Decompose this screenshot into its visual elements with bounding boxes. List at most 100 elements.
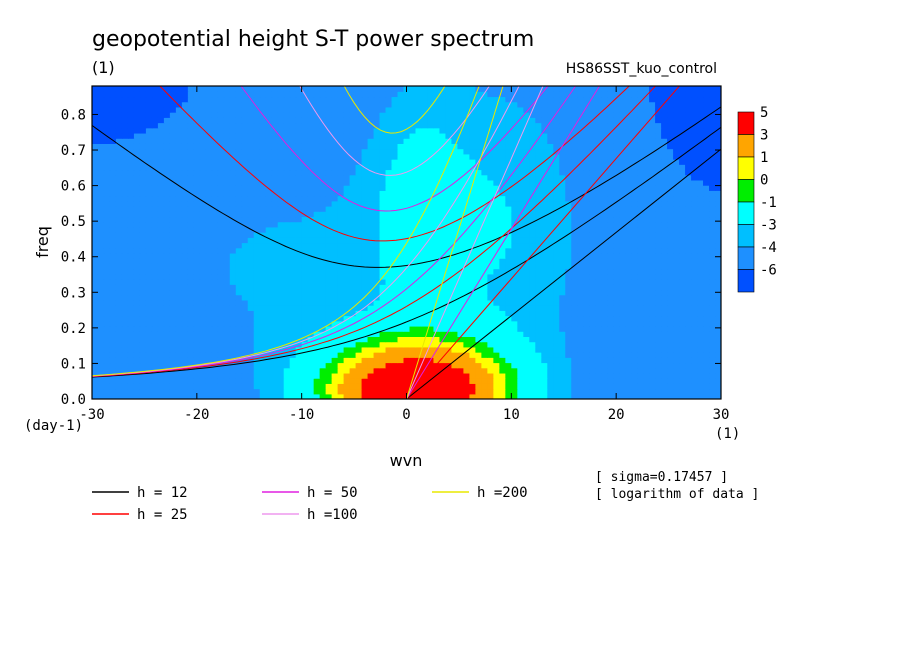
shading-cell (685, 268, 692, 275)
shading-cell (559, 362, 566, 369)
shading-cell (547, 252, 554, 259)
shading-cell (181, 325, 189, 332)
shading-cell (457, 367, 465, 374)
shading-cell (697, 258, 704, 264)
shading-cell (553, 185, 560, 191)
shading-cell (691, 383, 698, 390)
shading-cell (643, 367, 650, 374)
shading-cell (709, 289, 716, 296)
shading-cell (307, 153, 315, 160)
shading-cell (505, 367, 512, 374)
shading-cell (289, 346, 297, 353)
shading-cell (661, 179, 668, 186)
shading-cell (685, 341, 692, 348)
shading-cell (625, 252, 632, 259)
shading-cell (631, 263, 638, 270)
shading-cell (451, 195, 459, 202)
shading-cell (109, 221, 117, 228)
shading-cell (517, 289, 524, 296)
shading-cell (571, 179, 578, 186)
shading-cell (697, 346, 704, 353)
shading-cell (139, 388, 147, 395)
shading-cell (379, 346, 387, 353)
shading-cell (373, 299, 381, 306)
shading-cell (691, 153, 698, 160)
shading-cell (631, 247, 638, 254)
shading-cell (337, 237, 345, 244)
shading-cell (553, 325, 560, 332)
shading-cell (415, 336, 423, 343)
shading-cell (529, 320, 536, 327)
shading-cell (397, 383, 405, 390)
shading-cell (337, 341, 345, 348)
shading-cell (619, 331, 626, 337)
shading-cell (175, 195, 183, 202)
shading-cell (541, 346, 548, 353)
shading-cell (613, 320, 620, 327)
shading-cell (187, 263, 195, 270)
shading-cell (253, 200, 261, 207)
shading-cell (307, 289, 315, 296)
shading-cell (229, 325, 237, 332)
shading-cell (211, 310, 219, 317)
shading-cell (181, 221, 189, 228)
shading-cell (163, 331, 171, 337)
shading-cell (679, 341, 686, 348)
shading-cell (127, 331, 135, 337)
shading-cell (97, 164, 105, 171)
shading-cell (409, 289, 417, 296)
shading-cell (415, 252, 423, 259)
shading-cell (373, 372, 381, 379)
shading-cell (475, 237, 482, 244)
shading-cell (127, 294, 135, 301)
shading-cell (301, 252, 309, 259)
shading-cell (169, 195, 177, 202)
shading-cell (295, 195, 303, 202)
shading-cell (445, 179, 453, 186)
shading-cell (121, 357, 129, 364)
shading-cell (175, 216, 183, 223)
shading-cell (193, 185, 201, 191)
shading-cell (373, 352, 381, 358)
shading-cell (193, 226, 201, 233)
shading-cell (385, 258, 393, 264)
shading-cell (331, 310, 339, 317)
shading-cell (325, 159, 333, 165)
shading-cell (583, 273, 590, 280)
shading-cell (667, 367, 674, 374)
shading-cell (523, 372, 530, 379)
shading-cell (643, 195, 650, 202)
shading-cell (211, 393, 219, 399)
shading-cell (607, 315, 614, 322)
shading-cell (517, 279, 524, 285)
shading-cell (253, 174, 261, 181)
shading-cell (565, 268, 572, 275)
shading-cell (319, 378, 327, 384)
shading-cell (163, 226, 171, 233)
shading-cell (379, 310, 387, 317)
shading-cell (481, 195, 488, 202)
shading-cell (127, 169, 135, 176)
shading-cell (481, 378, 488, 384)
shading-cell (487, 211, 494, 218)
shading-cell (697, 247, 704, 254)
shading-cell (271, 164, 279, 171)
shading-cell (295, 179, 303, 186)
shading-cell (133, 299, 141, 306)
shading-cell (547, 378, 554, 384)
shading-cell (463, 346, 470, 353)
shading-cell (361, 252, 369, 259)
shading-cell (151, 164, 159, 171)
shading-cell (157, 383, 165, 390)
shading-cell (607, 153, 614, 160)
shading-cell (565, 305, 572, 311)
shading-cell (601, 153, 608, 160)
shading-cell (673, 179, 680, 186)
shading-cell (289, 383, 297, 390)
shading-cell (673, 258, 680, 264)
shading-cell (319, 367, 327, 374)
shading-cell (193, 294, 201, 301)
shading-cell (235, 289, 243, 296)
shading-cell (313, 279, 321, 285)
shading-cell (619, 320, 626, 327)
